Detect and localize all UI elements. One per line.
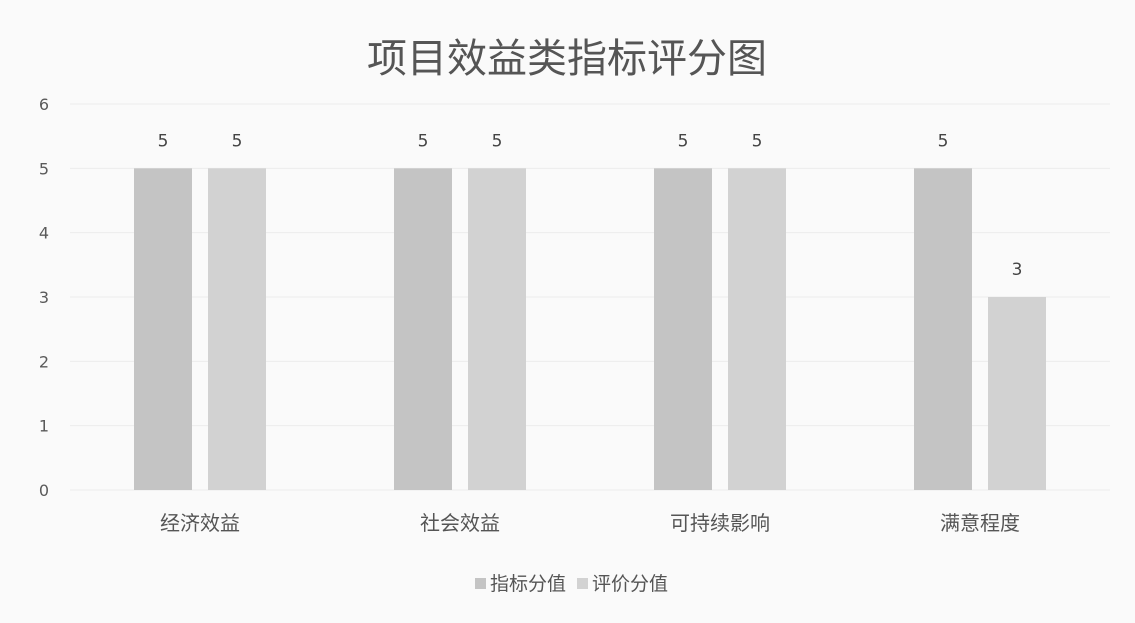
data-label: 5: [418, 131, 429, 151]
bar-evaluation-1: [468, 168, 526, 491]
data-label: 5: [938, 131, 949, 151]
y-tick-label: 3: [39, 288, 49, 307]
legend-label-1: 评价分值: [592, 573, 668, 595]
bar-evaluation-3: [988, 297, 1046, 490]
x-category-label: 经济效益: [160, 511, 240, 535]
data-label: 5: [678, 131, 689, 151]
chart-title: 项目效益类指标评分图: [367, 36, 767, 82]
bar-indicator-0: [134, 168, 192, 491]
bars: [134, 168, 1046, 491]
data-label: 3: [1012, 260, 1023, 280]
legend-label-0: 指标分值: [490, 573, 566, 595]
bar-evaluation-2: [728, 168, 786, 491]
data-labels: 5 5 5 5 5 5 5 3: [158, 131, 1023, 280]
y-tick-label: 1: [39, 417, 49, 436]
data-label: 5: [492, 131, 503, 151]
legend: 指标分值 评价分值: [475, 573, 668, 595]
bar-indicator-3: [914, 168, 972, 491]
x-category-label: 满意程度: [940, 511, 1020, 535]
y-tick-label: 2: [39, 352, 49, 371]
data-label: 5: [158, 131, 169, 151]
y-tick-label: 5: [39, 159, 49, 178]
data-label: 5: [232, 131, 243, 151]
x-category-label: 可持续影响: [670, 511, 770, 535]
y-axis-ticks: 0 1 2 3 4 5 6: [39, 95, 49, 500]
x-axis-categories: 经济效益 社会效益 可持续影响 满意程度: [160, 511, 1020, 535]
y-tick-label: 0: [39, 481, 49, 500]
data-label: 5: [752, 131, 763, 151]
x-category-label: 社会效益: [420, 511, 500, 535]
bar-indicator-2: [654, 168, 712, 491]
legend-swatch-1: [577, 578, 588, 589]
bar-indicator-1: [394, 168, 452, 491]
legend-swatch-0: [475, 578, 486, 589]
y-tick-label: 6: [39, 95, 49, 114]
y-tick-label: 4: [39, 224, 49, 243]
bar-evaluation-0: [208, 168, 266, 491]
